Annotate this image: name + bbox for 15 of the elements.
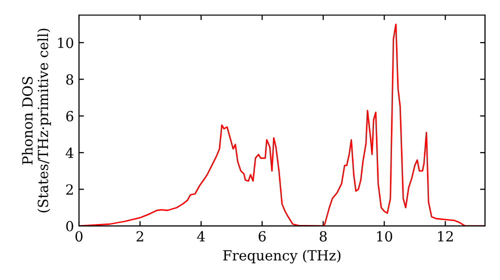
y-tick-label: 8 — [66, 74, 74, 85]
y-tick-label: 0 — [66, 220, 74, 232]
x-tick-label: 10 — [377, 231, 392, 242]
y-tick-label: 6 — [66, 110, 74, 122]
y-tick-label: 4 — [66, 148, 74, 158]
x-tick-label: 12 — [438, 231, 453, 242]
x-axis-title: Frequency (THz) — [223, 250, 340, 264]
y-axis-title: Phonon DOS (States/THz·primitive cell) — [22, 28, 51, 212]
y-tick-label: 2 — [66, 184, 73, 195]
x-tick-label: 6 — [258, 231, 266, 242]
x-tick-label: 4 — [197, 231, 205, 242]
x-tick-label: 8 — [320, 231, 327, 242]
x-tick-label: 0 — [75, 231, 82, 242]
x-tick-label: 2 — [136, 231, 144, 242]
y-tick-label: 10 — [58, 38, 74, 48]
